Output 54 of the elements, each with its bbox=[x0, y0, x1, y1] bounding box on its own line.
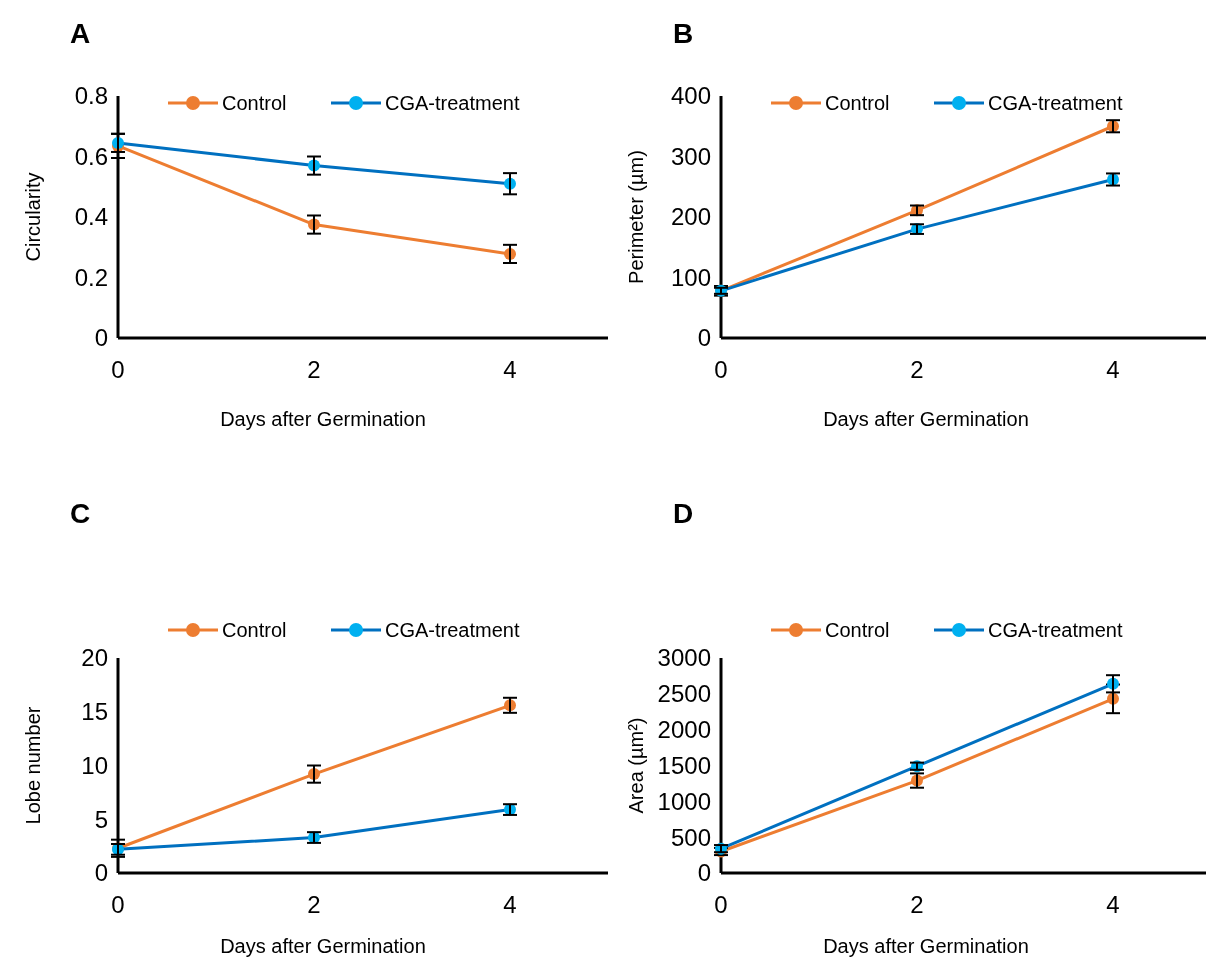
x-tick-label: 0 bbox=[111, 356, 125, 383]
legend-label: CGA-treatment bbox=[385, 92, 520, 114]
y-tick-label: 10 bbox=[81, 751, 108, 779]
chart-title: C bbox=[70, 498, 91, 529]
x-tick-label: 2 bbox=[910, 356, 924, 383]
y-axis-title: Perimeter (µm) bbox=[625, 150, 647, 284]
y-tick-label: 5 bbox=[94, 805, 108, 833]
y-tick-label: 3000 bbox=[657, 644, 711, 672]
legend-label: Control bbox=[222, 92, 287, 114]
x-tick-label: 2 bbox=[307, 356, 321, 383]
chart-title: B bbox=[673, 18, 694, 49]
y-tick-label: 0 bbox=[94, 859, 108, 887]
legend-label: CGA-treatment bbox=[988, 619, 1123, 641]
legend-label: Control bbox=[222, 619, 287, 641]
x-tick-label: 0 bbox=[714, 356, 728, 383]
y-tick-label: 2500 bbox=[657, 680, 711, 708]
y-tick-label: 0 bbox=[94, 324, 108, 352]
chart-title: A bbox=[70, 18, 91, 49]
y-tick-label: 2000 bbox=[657, 716, 711, 744]
x-tick-label: 2 bbox=[910, 891, 924, 918]
x-axis-title: Days after Germination bbox=[823, 408, 1029, 430]
y-tick-label: 100 bbox=[670, 263, 711, 291]
x-axis-title: Days after Germination bbox=[220, 935, 426, 957]
y-tick-label: 0 bbox=[697, 324, 711, 352]
y-tick-label: 200 bbox=[670, 203, 711, 231]
x-tick-label: 4 bbox=[503, 356, 517, 383]
y-tick-label: 0.8 bbox=[74, 82, 108, 110]
x-tick-label: 0 bbox=[714, 891, 728, 918]
y-tick-label: 0.6 bbox=[74, 142, 108, 170]
y-tick-label: 0.2 bbox=[74, 263, 108, 291]
y-tick-label: 1500 bbox=[657, 751, 711, 779]
y-axis-title: Circularity bbox=[22, 172, 44, 262]
y-tick-label: 400 bbox=[670, 82, 711, 110]
y-tick-label: 500 bbox=[670, 823, 711, 851]
y-axis-title: Area (µm²) bbox=[625, 717, 647, 814]
legend-label: CGA-treatment bbox=[385, 619, 520, 641]
y-tick-label: 20 bbox=[81, 644, 108, 672]
x-tick-label: 0 bbox=[111, 891, 125, 918]
legend-label: Control bbox=[825, 92, 890, 114]
legend-label: CGA-treatment bbox=[988, 92, 1123, 114]
x-axis-title: Days after Germination bbox=[220, 408, 426, 430]
y-tick-label: 0.4 bbox=[74, 203, 108, 231]
x-tick-label: 4 bbox=[503, 891, 517, 918]
legend-label: Control bbox=[825, 619, 890, 641]
x-axis-title: Days after Germination bbox=[823, 935, 1029, 957]
y-tick-label: 0 bbox=[697, 859, 711, 887]
y-tick-label: 1000 bbox=[657, 787, 711, 815]
chart-title: D bbox=[673, 498, 694, 529]
x-tick-label: 2 bbox=[307, 891, 321, 918]
y-tick-label: 300 bbox=[670, 142, 711, 170]
y-axis-title: Lobe number bbox=[22, 706, 44, 825]
x-tick-label: 4 bbox=[1106, 891, 1120, 918]
y-tick-label: 15 bbox=[81, 698, 108, 726]
x-tick-label: 4 bbox=[1106, 356, 1120, 383]
